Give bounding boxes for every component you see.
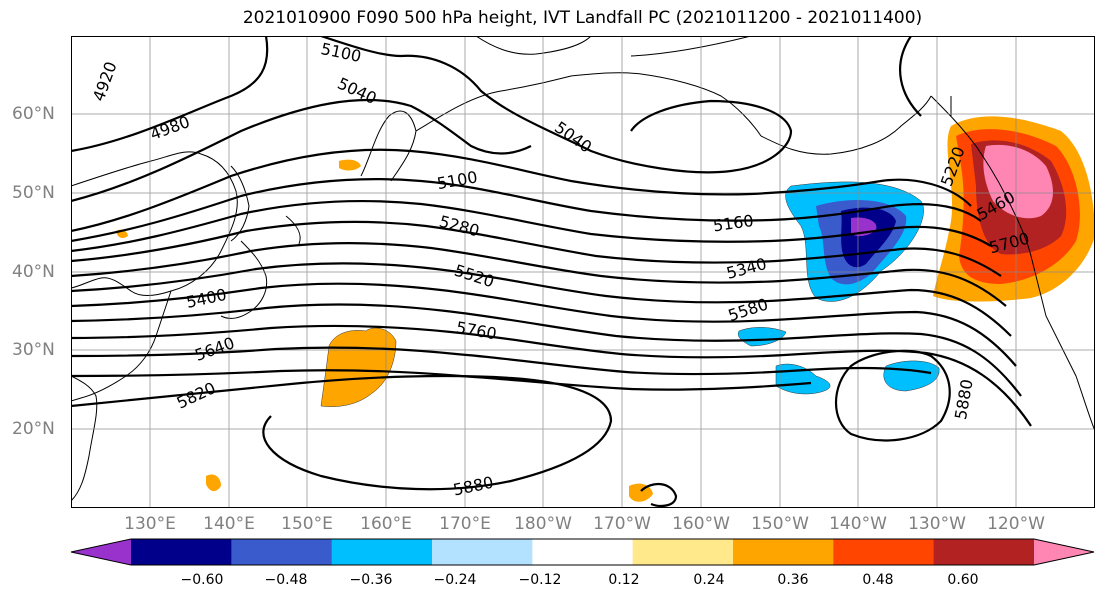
colorbar-segment — [933, 539, 1035, 565]
contour-label: 5640 — [192, 333, 237, 365]
map-border — [71, 36, 1095, 508]
colorbar-segment — [231, 539, 333, 565]
lat-label: 60°N — [12, 104, 55, 124]
colorbar-tick: −0.36 — [349, 572, 393, 588]
contour-label: 5880 — [951, 378, 977, 421]
contour-label: 5520 — [452, 261, 497, 292]
colorbar-tick: 0.24 — [693, 572, 725, 588]
lon-label: 150°W — [751, 514, 809, 534]
contour-label: 5100 — [436, 167, 479, 193]
lat-label: 40°N — [12, 262, 55, 282]
colorbar-outline — [70, 538, 1095, 566]
contour-label: 5820 — [174, 378, 219, 412]
colorbar-tick: −0.24 — [433, 572, 477, 588]
colorbar-tick: 0.48 — [862, 572, 894, 588]
colorbar-segment — [131, 539, 232, 565]
lon-label: 120°W — [987, 514, 1045, 534]
colorbar — [70, 538, 1095, 566]
lat-label: 50°N — [12, 183, 55, 203]
lon-label: 160°E — [360, 514, 412, 534]
colorbar-segment — [432, 539, 533, 565]
contour-label: 5760 — [455, 318, 498, 344]
lon-label: 140°E — [203, 514, 255, 534]
colorbar-extend-low — [71, 539, 131, 565]
contour-label: 5160 — [712, 211, 755, 235]
contour-label: 5100 — [319, 39, 363, 66]
lon-label: 150°E — [281, 514, 333, 534]
colorbar-segment — [733, 539, 834, 565]
contour-label: 5040 — [335, 74, 380, 108]
lon-label: 180°W — [514, 514, 572, 534]
colorbar-extend-high — [1034, 539, 1094, 565]
contour-label: 4980 — [148, 112, 193, 144]
lon-label: 170°E — [439, 514, 491, 534]
contour-label: 4920 — [89, 59, 121, 104]
lon-label: 160°W — [672, 514, 730, 534]
lon-label: 140°W — [829, 514, 887, 534]
lon-label: 170°W — [593, 514, 651, 534]
lat-label: 30°N — [12, 340, 55, 360]
colorbar-tick: 0.36 — [777, 572, 809, 588]
map-panel: 4920 4980 5100 5040 5040 5100 5160 5280 … — [71, 36, 1095, 508]
colorbar-tick: −0.12 — [518, 572, 562, 588]
colorbar-tick: 0.60 — [947, 572, 979, 588]
contour-label: 5280 — [437, 212, 481, 241]
contour-label: 5340 — [724, 254, 768, 283]
coastlines — [71, 36, 1095, 502]
contour-label: 5880 — [451, 473, 495, 500]
colorbar-segment — [331, 539, 433, 565]
colorbar-segment — [632, 539, 734, 565]
lon-label: 130°E — [124, 514, 176, 534]
lat-label: 20°N — [12, 419, 55, 439]
colorbar-segment — [833, 539, 935, 565]
colorbar-tick: 0.12 — [608, 572, 640, 588]
map-title: 2021010900 F090 500 hPa height, IVT Land… — [242, 8, 923, 28]
colorbar-segment — [532, 539, 634, 565]
colorbar-tick: −0.60 — [180, 572, 224, 588]
lon-label: 130°W — [908, 514, 966, 534]
colorbar-tick: −0.48 — [264, 572, 308, 588]
contour-label: 5400 — [185, 285, 229, 312]
height-contours — [71, 36, 1032, 507]
gridlines — [71, 36, 1095, 508]
